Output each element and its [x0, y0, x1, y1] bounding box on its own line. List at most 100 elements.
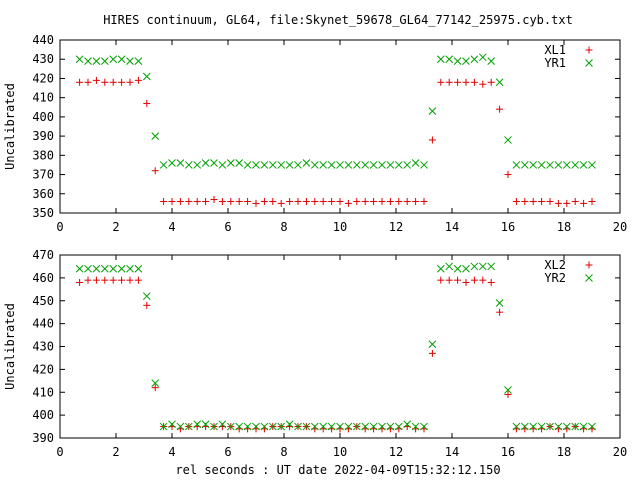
- data-point: [218, 161, 227, 169]
- data-point: [109, 55, 118, 64]
- y-tick-label: 470: [32, 248, 54, 262]
- data-point: [554, 422, 563, 431]
- chart-panel-1: 0 2 4 6 8 10 12 14 16 18 20 350 360 370 380 390 400 410 42…: [3, 33, 627, 234]
- data-point: [84, 264, 92, 273]
- data-point: [454, 78, 462, 86]
- data-point: [142, 72, 151, 81]
- data-point: [344, 422, 353, 431]
- data-point: [328, 197, 336, 205]
- data-point: [512, 161, 521, 169]
- x-tick-label: 14: [445, 445, 459, 459]
- data-point: [311, 197, 319, 205]
- data-point: [310, 161, 319, 169]
- data-point: [244, 197, 252, 205]
- y-tick-label: 410: [32, 91, 54, 105]
- data-point: [361, 197, 369, 205]
- data-point: [143, 301, 151, 309]
- data-point: [269, 197, 277, 205]
- data-point: [454, 276, 462, 284]
- data-point: [437, 78, 445, 86]
- data-point: [117, 55, 126, 64]
- data-point: [554, 199, 562, 207]
- series-xl2: [76, 276, 596, 433]
- data-point: [201, 420, 210, 429]
- data-point: [403, 161, 412, 169]
- data-point: [193, 161, 202, 169]
- data-point: [344, 199, 352, 207]
- x-tick-label: 20: [613, 220, 627, 234]
- data-point: [151, 384, 159, 392]
- data-point: [437, 276, 445, 284]
- data-point: [420, 197, 428, 205]
- chart-title: HIRES continuum, GL64, file:Skynet_59678…: [103, 13, 573, 27]
- y-tick-label: 430: [32, 52, 54, 66]
- data-point: [352, 422, 361, 431]
- data-point: [504, 171, 512, 179]
- data-point: [109, 264, 118, 273]
- data-point: [210, 196, 218, 204]
- legend-marker: [585, 261, 593, 269]
- data-point: [218, 420, 227, 429]
- data-point: [495, 299, 504, 307]
- data-point: [201, 159, 210, 167]
- data-point: [504, 386, 512, 394]
- data-point: [436, 264, 445, 273]
- data-point: [479, 80, 487, 88]
- y-tick-label: 390: [32, 431, 54, 445]
- data-point: [478, 262, 487, 271]
- data-point: [546, 161, 554, 169]
- data-point: [134, 264, 143, 273]
- data-point: [75, 264, 84, 273]
- y-tick-label: 430: [32, 340, 54, 354]
- data-point: [151, 379, 160, 387]
- data-point: [520, 161, 529, 169]
- data-point: [176, 197, 184, 205]
- x-tick-label: 20: [613, 445, 627, 459]
- data-point: [412, 197, 420, 205]
- y-tick-label: 410: [32, 385, 54, 399]
- data-point: [252, 161, 260, 169]
- data-point: [92, 76, 100, 84]
- data-point: [226, 159, 235, 167]
- data-point: [487, 262, 496, 271]
- legend-label: XL2: [544, 258, 566, 272]
- data-point: [184, 161, 193, 169]
- data-point: [84, 78, 92, 86]
- data-point: [277, 422, 286, 431]
- data-point: [386, 197, 394, 205]
- data-point: [420, 422, 428, 431]
- data-point: [218, 197, 226, 205]
- data-point: [588, 422, 596, 431]
- data-point: [336, 197, 344, 205]
- y-tick-label: 450: [32, 294, 54, 308]
- data-point: [134, 76, 142, 84]
- data-point: [302, 197, 310, 205]
- data-point: [268, 161, 277, 169]
- data-point: [260, 197, 268, 205]
- data-point: [92, 276, 100, 284]
- data-point: [252, 422, 260, 431]
- data-point: [352, 161, 361, 169]
- data-point: [529, 422, 538, 431]
- data-point: [495, 78, 504, 87]
- data-point: [118, 276, 126, 284]
- data-point: [588, 161, 596, 169]
- data-point: [344, 161, 353, 169]
- data-point: [395, 197, 403, 205]
- data-point: [546, 197, 554, 205]
- data-point: [252, 199, 260, 207]
- y-axis-label: Uncalibrated: [3, 303, 17, 390]
- data-point: [563, 199, 571, 207]
- data-point: [327, 161, 336, 169]
- data-point: [227, 197, 235, 205]
- plot-frame: [59, 254, 621, 439]
- data-point: [168, 197, 176, 205]
- data-point: [151, 167, 159, 175]
- x-tick-label: 2: [112, 445, 119, 459]
- data-point: [588, 197, 596, 205]
- data-point: [193, 420, 202, 429]
- data-point: [580, 199, 588, 207]
- data-point: [126, 276, 134, 284]
- data-point: [75, 55, 84, 64]
